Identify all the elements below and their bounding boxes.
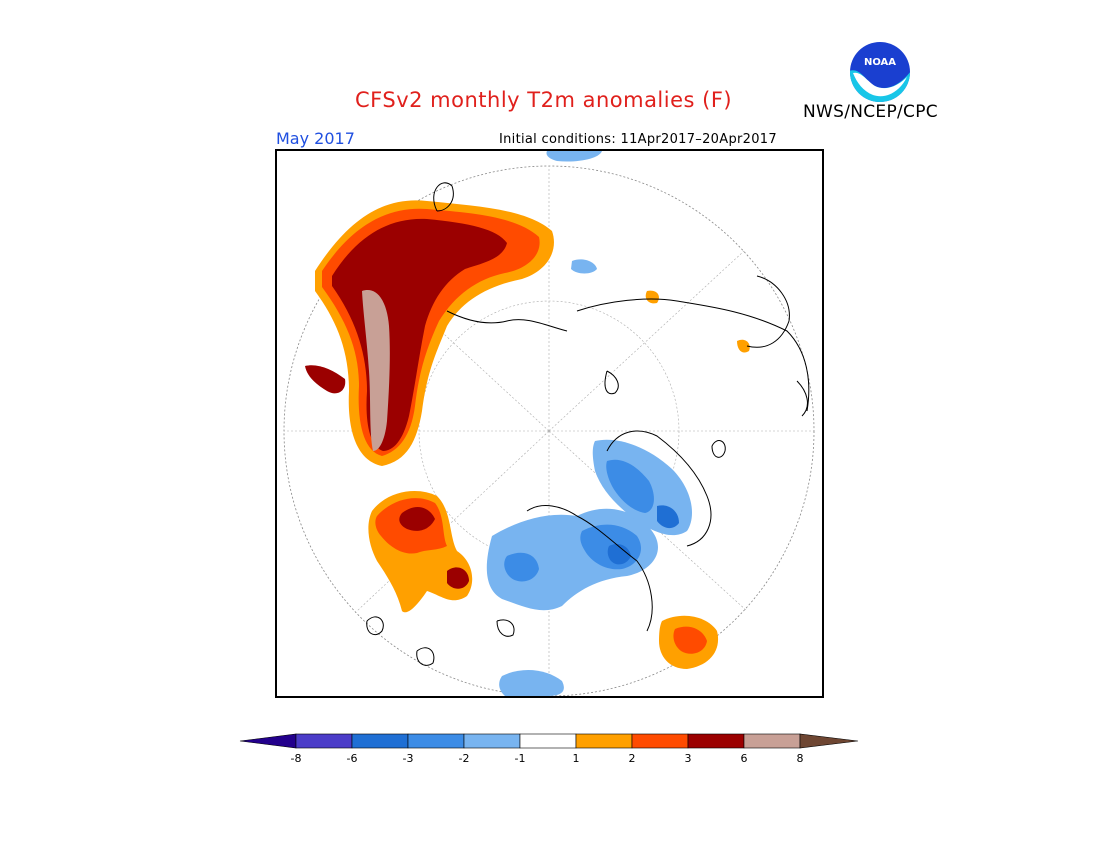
coastlines — [366, 182, 810, 666]
bin-3-6 — [687, 733, 745, 749]
polar-map — [275, 149, 824, 698]
bin-neg2-neg1 — [463, 733, 521, 749]
bin-6-8 — [743, 733, 801, 749]
noaa-logo: NOAA — [850, 42, 910, 102]
anomaly-6-8-tan — [362, 290, 390, 451]
bin-neg1-1 — [519, 733, 577, 749]
colorbar-bins — [239, 733, 859, 749]
anomaly-atlantic-lightblue — [499, 669, 564, 696]
anomaly-europe-red — [673, 626, 707, 654]
map-canvas — [283, 151, 815, 696]
anomaly-siberia-blue — [606, 459, 654, 513]
anomaly-east-orange-2 — [645, 290, 659, 304]
anomaly-mid-lightblue — [571, 259, 597, 274]
tick-label: 3 — [685, 752, 692, 765]
initial-conditions: Initial conditions: 11Apr2017–20Apr2017 — [499, 132, 777, 147]
agency-label: NWS/NCEP/CPC — [803, 102, 938, 122]
tick-label: -3 — [403, 752, 414, 765]
bin-1-2 — [575, 733, 633, 749]
anomaly-siberia-darkblue — [657, 505, 679, 529]
tick-label: -2 — [459, 752, 470, 765]
anomaly-canada-darkblue — [607, 544, 631, 565]
tick-label: 1 — [573, 752, 580, 765]
anomaly-arctic-lightblue — [546, 151, 602, 162]
tick-label: 6 — [741, 752, 748, 765]
anomaly-west-darkred — [305, 365, 346, 394]
bin-lt-neg8 — [239, 733, 297, 749]
bin-neg3-neg2 — [407, 733, 465, 749]
anomaly-east-orange — [737, 339, 750, 353]
tick-label: -8 — [291, 752, 302, 765]
anomaly-alaska-darkred — [399, 507, 435, 531]
bin-neg6-neg3 — [351, 733, 409, 749]
bin-2-3 — [631, 733, 689, 749]
colorbar: -8 -6 -3 -2 -1 1 2 3 6 8 — [239, 733, 859, 765]
anomaly-pacific-darkred — [447, 567, 469, 589]
meridians — [284, 166, 814, 696]
tick-label: -1 — [515, 752, 526, 765]
bin-neg8-neg6 — [295, 733, 353, 749]
chart-title: CFSv2 monthly T2m anomalies (F) — [355, 88, 733, 112]
colorbar-ticks: -8 -6 -3 -2 -1 1 2 3 6 8 — [291, 752, 804, 765]
tick-label: 2 — [629, 752, 636, 765]
svg-text:NOAA: NOAA — [864, 57, 896, 68]
anomaly-hudson-blue — [504, 552, 539, 582]
forecast-month: May 2017 — [276, 129, 355, 148]
tick-label: 8 — [797, 752, 804, 765]
bin-gt-8 — [799, 733, 859, 749]
tick-label: -6 — [347, 752, 358, 765]
